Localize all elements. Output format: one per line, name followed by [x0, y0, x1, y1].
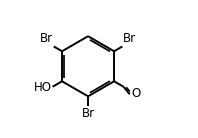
- Text: O: O: [131, 87, 141, 100]
- Text: Br: Br: [82, 107, 95, 120]
- Text: Br: Br: [123, 32, 136, 45]
- Text: HO: HO: [34, 81, 52, 94]
- Text: Br: Br: [40, 32, 53, 45]
